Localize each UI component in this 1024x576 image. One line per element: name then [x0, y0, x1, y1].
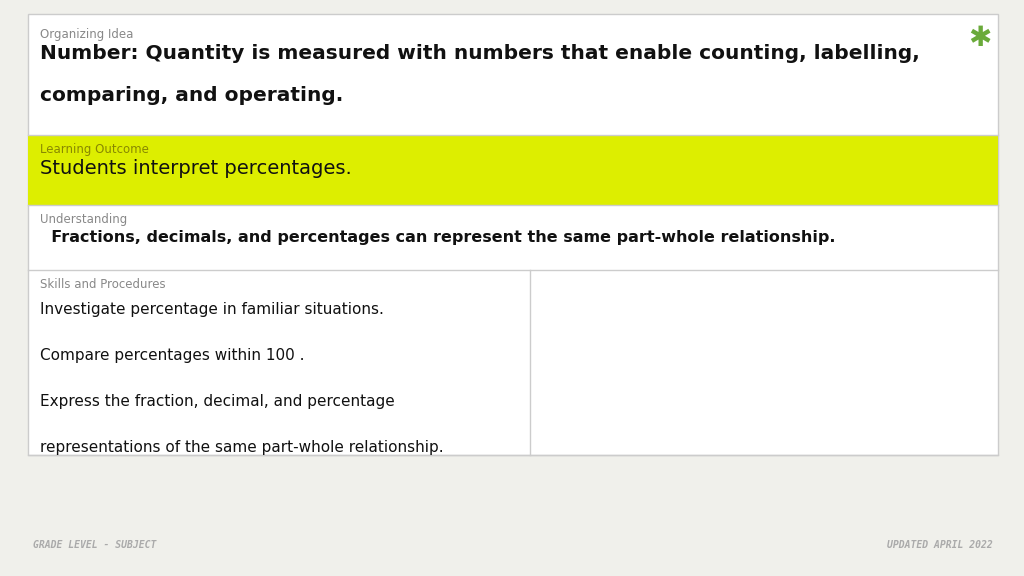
- Text: Compare percentages within 100 .: Compare percentages within 100 .: [40, 348, 304, 363]
- Text: Investigate percentage in familiar situations.: Investigate percentage in familiar situa…: [40, 302, 384, 317]
- Text: Understanding: Understanding: [40, 213, 127, 226]
- Text: GRADE LEVEL - SUBJECT: GRADE LEVEL - SUBJECT: [33, 540, 157, 550]
- Text: Express the fraction, decimal, and percentage: Express the fraction, decimal, and perce…: [40, 394, 394, 409]
- Text: Number: Quantity is measured with numbers that enable counting, labelling,: Number: Quantity is measured with number…: [40, 44, 920, 63]
- Text: representations of the same part-whole relationship.: representations of the same part-whole r…: [40, 440, 443, 455]
- Text: Students interpret percentages.: Students interpret percentages.: [40, 159, 352, 178]
- Text: Learning Outcome: Learning Outcome: [40, 143, 148, 156]
- Bar: [28, 135, 998, 205]
- Text: Skills and Procedures: Skills and Procedures: [40, 278, 166, 291]
- Text: UPDATED APRIL 2022: UPDATED APRIL 2022: [887, 540, 993, 550]
- Text: comparing, and operating.: comparing, and operating.: [40, 86, 343, 105]
- Text: Fractions, decimals, and percentages can represent the same part-whole relations: Fractions, decimals, and percentages can…: [40, 230, 836, 245]
- Text: ✱: ✱: [969, 24, 991, 52]
- Bar: [28, 14, 998, 455]
- Text: Organizing Idea: Organizing Idea: [40, 28, 133, 41]
